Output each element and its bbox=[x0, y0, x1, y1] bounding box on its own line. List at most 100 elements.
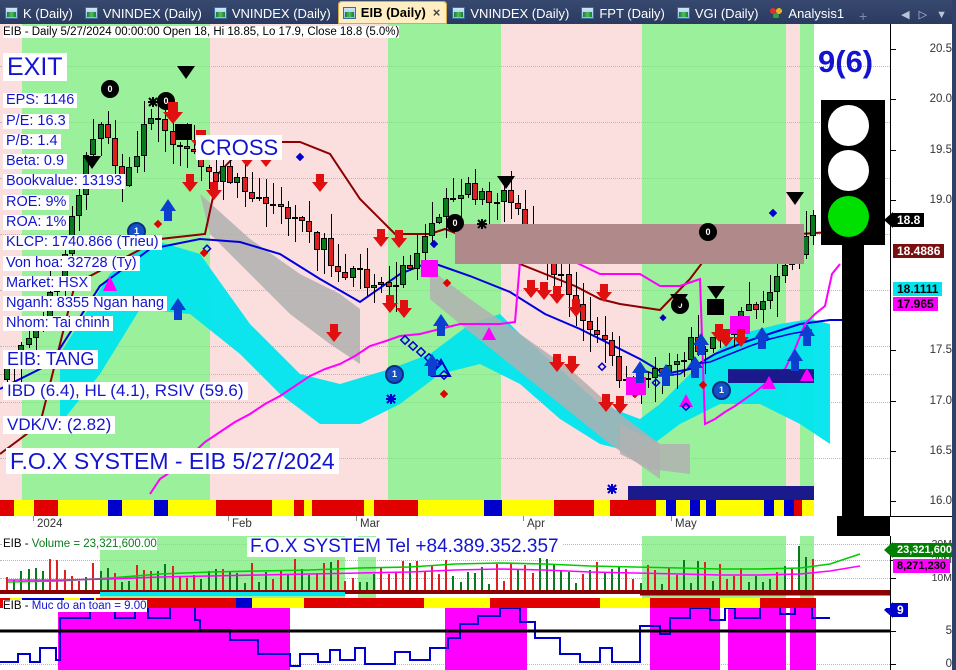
ribbon-segment bbox=[374, 500, 418, 516]
bg-band bbox=[210, 24, 388, 516]
sell-triangle-icon bbox=[177, 66, 195, 79]
volume-bar bbox=[747, 581, 750, 590]
volume-bar bbox=[409, 563, 412, 590]
volume-bar bbox=[322, 563, 325, 590]
marker-one-circle: 1 bbox=[385, 365, 404, 384]
candle-body bbox=[594, 330, 601, 335]
tab-fpt-daily[interactable]: FPT (Daily) bbox=[576, 2, 671, 24]
tab-eib-daily[interactable]: EIB (Daily) × bbox=[337, 1, 448, 24]
tab-vnindex-daily-1[interactable]: VNINDEX (Daily) bbox=[80, 2, 209, 24]
candle-body bbox=[104, 123, 111, 138]
volume-bar bbox=[798, 546, 800, 590]
volume-bar bbox=[265, 572, 268, 590]
candle-body bbox=[371, 285, 378, 289]
candle-body bbox=[680, 359, 687, 362]
candle-body bbox=[407, 265, 414, 270]
ribbon-segment bbox=[0, 500, 14, 516]
tab-menu-icon[interactable]: ▼ bbox=[936, 8, 947, 21]
bg-band bbox=[800, 24, 814, 516]
volume-bar bbox=[740, 567, 743, 590]
candle-body bbox=[716, 335, 723, 338]
volume-bar bbox=[416, 561, 419, 590]
volume-bar bbox=[250, 563, 253, 590]
ribbon-segment bbox=[294, 500, 304, 516]
date-axis-cursor-block bbox=[837, 516, 890, 536]
chart-icon bbox=[452, 7, 466, 19]
candle-body bbox=[385, 281, 392, 288]
candle-body bbox=[637, 379, 644, 382]
candle-body bbox=[572, 294, 579, 304]
volume-bar bbox=[358, 582, 361, 590]
candle-body bbox=[133, 155, 140, 167]
candle-wick bbox=[755, 302, 757, 319]
volume-bar bbox=[625, 568, 628, 590]
marker-zero-circle: 0 bbox=[446, 214, 464, 232]
candle-body bbox=[320, 238, 327, 250]
volume-bar bbox=[438, 573, 440, 590]
volume-bar bbox=[682, 560, 685, 590]
candle-body bbox=[724, 334, 730, 337]
volume-bar bbox=[510, 563, 512, 590]
volume-bar bbox=[459, 582, 462, 590]
volume-bar bbox=[315, 572, 318, 590]
volume-bar bbox=[783, 566, 786, 590]
volume-bar bbox=[200, 579, 203, 590]
tab-vnindex-daily-2[interactable]: VNINDEX (Daily) bbox=[209, 2, 338, 24]
stat-pe: P/E: 16.3 bbox=[3, 113, 69, 130]
volume-bar bbox=[546, 559, 548, 590]
chart-icon bbox=[581, 7, 595, 19]
ribbon-segment bbox=[418, 500, 484, 516]
tab-analysis1[interactable]: Analysis1 bbox=[765, 2, 851, 24]
indicator-zone bbox=[58, 608, 290, 670]
price-axis[interactable]: 20.5 20.0 19.5 19.0 17.5 17.0 16.5 16.0 18.8 18.… bbox=[884, 24, 956, 517]
close-icon[interactable]: × bbox=[432, 5, 441, 20]
price-axis-marker: 18.4886 bbox=[893, 244, 945, 259]
stat-beta: Beta: 0.9 bbox=[3, 153, 68, 170]
ribbon-segment bbox=[716, 500, 764, 516]
candle-body bbox=[565, 274, 572, 295]
add-tab-button[interactable]: + bbox=[859, 8, 868, 24]
axis-rail bbox=[890, 536, 891, 598]
tel-label: F.O.X SYSTEM Tel +84.389.352.357 bbox=[247, 537, 562, 557]
chart-icon bbox=[342, 6, 356, 19]
candle-body bbox=[623, 379, 630, 382]
resistance-zone bbox=[455, 224, 804, 264]
ribbon-segment bbox=[364, 500, 374, 516]
volume-bar bbox=[560, 571, 563, 590]
prev-tab-icon[interactable]: ◀ bbox=[901, 9, 910, 21]
indicator-value-label: Muc do an toan = 9.00 bbox=[31, 600, 147, 612]
candle-wick bbox=[208, 165, 210, 189]
volume-bar bbox=[538, 558, 541, 590]
price-axis-marker: 17.965 bbox=[893, 296, 938, 311]
indicator-axis[interactable]: 5 0 9 bbox=[884, 598, 956, 670]
candle-body bbox=[248, 191, 255, 200]
candle-body bbox=[695, 336, 702, 352]
system-title-label: F.O.X SYSTEM - EIB 5/27/2024 bbox=[6, 448, 339, 475]
candle-wick bbox=[323, 233, 325, 275]
candle-body bbox=[414, 252, 421, 270]
volume-bar bbox=[726, 578, 728, 590]
axis-tick-label: 0 bbox=[945, 658, 952, 670]
candle-body bbox=[767, 291, 774, 301]
candle-wick bbox=[676, 354, 678, 389]
volume-bar bbox=[236, 572, 239, 590]
candle-body bbox=[25, 337, 32, 346]
date-tick-label: Apr bbox=[527, 518, 545, 530]
tab-vgi-daily[interactable]: VGI (Daily) bbox=[672, 2, 766, 24]
date-tick-label: May bbox=[675, 518, 697, 530]
buy-triangle-icon bbox=[762, 376, 776, 389]
volume-bar bbox=[524, 565, 527, 590]
ribbon-segment bbox=[690, 500, 700, 516]
tab-k-daily[interactable]: K (Daily) bbox=[0, 2, 80, 24]
candle-body bbox=[652, 368, 658, 378]
tab-vnindex-daily-3[interactable]: VNINDEX (Daily) bbox=[447, 2, 576, 24]
candle-body bbox=[731, 323, 738, 335]
next-tab-icon[interactable]: ▷ bbox=[918, 9, 928, 21]
volume-marker-arrow bbox=[884, 542, 893, 558]
ribbon-segment bbox=[676, 500, 690, 516]
ribbon-segment bbox=[774, 500, 784, 516]
tab-label: EIB (Daily) bbox=[360, 5, 426, 20]
candle-wick bbox=[748, 281, 750, 312]
volume-bar bbox=[466, 571, 469, 590]
